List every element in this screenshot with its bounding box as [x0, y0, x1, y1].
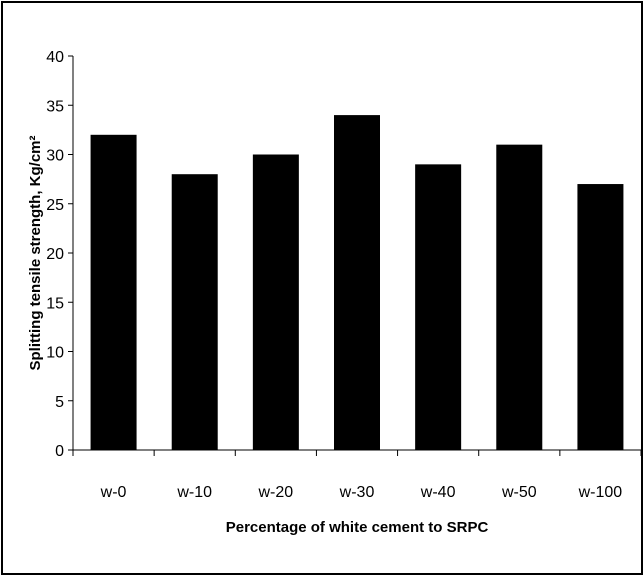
x-axis-title: Percentage of white cement to SRPC: [226, 519, 489, 536]
y-tick-label: 0: [55, 443, 64, 460]
y-axis-title: Splitting tensile strength, Kg/cm²: [27, 135, 44, 370]
y-tick-label: 35: [46, 98, 64, 115]
x-tick-label: w-100: [578, 484, 623, 501]
x-tick-label: w-30: [339, 484, 375, 501]
x-tick-label: w-0: [100, 484, 127, 501]
y-tick-label: 30: [46, 148, 64, 165]
x-tick-label: w-40: [420, 484, 456, 501]
bars: [90, 115, 624, 451]
bar-w-10: [171, 174, 218, 450]
x-tick-label: w-10: [176, 484, 212, 501]
x-tick-label: w-20: [258, 484, 294, 501]
y-tick-label: 10: [46, 345, 64, 362]
bar-w-0: [90, 134, 137, 451]
bar-w-100: [577, 184, 624, 451]
y-tick-label: 15: [46, 295, 64, 312]
bar-w-50: [496, 144, 543, 450]
bar-w-40: [415, 164, 462, 450]
y-axis-ticks: 0 5 10 15 20 25 30 35 40: [46, 49, 73, 460]
x-axis-ticks: w-0 w-10 w-20 w-30 w-40 w-50 w-100: [72, 450, 642, 501]
y-tick-label: 40: [46, 49, 64, 66]
y-tick-label: 5: [55, 394, 64, 411]
y-tick-label: 25: [46, 197, 64, 214]
bar-w-20: [252, 154, 299, 450]
y-tick-label: 20: [46, 246, 64, 263]
x-tick-label: w-50: [501, 484, 537, 501]
bar-w-30: [334, 115, 380, 450]
